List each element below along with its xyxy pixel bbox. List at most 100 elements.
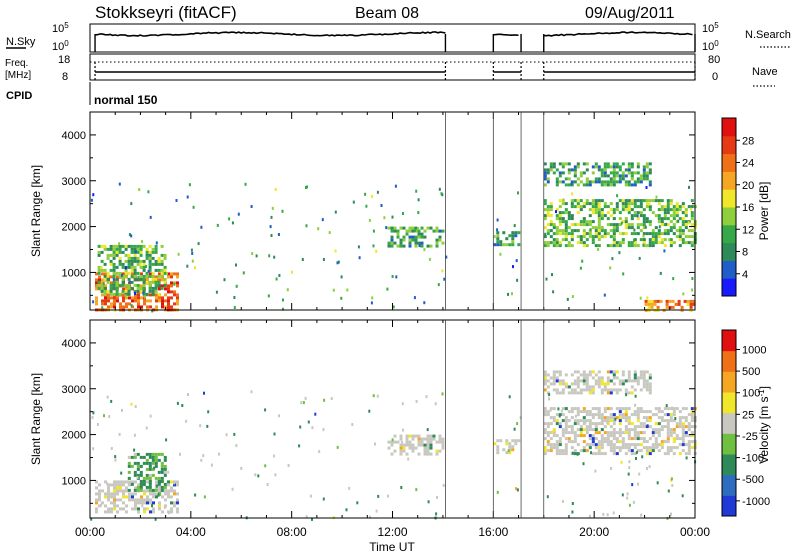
data-cell (634, 403, 637, 407)
data-cell (600, 217, 604, 221)
data-cell (597, 220, 601, 224)
data-cell (600, 211, 604, 215)
data-cell (622, 272, 625, 276)
data-cell (145, 250, 149, 254)
ytick-label-1000: 1000 (62, 475, 86, 487)
data-cell (612, 428, 616, 432)
colorbar-tick-label: 24 (742, 158, 754, 170)
data-cell (663, 249, 666, 253)
data-cell (690, 419, 694, 423)
data-cell (633, 199, 637, 203)
data-cell (558, 205, 562, 209)
data-cell (164, 498, 167, 502)
data-cell (630, 171, 634, 175)
data-cell (546, 244, 550, 248)
data-cell (609, 177, 613, 181)
data-cell (666, 217, 670, 221)
data-cell (106, 289, 110, 293)
data-cell (552, 443, 556, 447)
data-cell (137, 275, 140, 279)
data-cell (588, 202, 592, 206)
data-cell (115, 253, 119, 257)
data-cell (143, 507, 146, 511)
data-cell (170, 272, 173, 276)
data-cell (314, 412, 317, 416)
data-cell (645, 220, 649, 224)
data-cell (116, 489, 119, 493)
data-cell (656, 481, 659, 485)
data-cell (618, 428, 622, 432)
data-cell (426, 244, 430, 248)
data-cell (618, 440, 622, 444)
data-cell (155, 492, 158, 496)
data-cell (651, 199, 655, 203)
data-cell (561, 499, 564, 503)
data-cell (130, 286, 134, 290)
data-cell (139, 259, 143, 263)
data-cell (543, 208, 547, 212)
data-cell (145, 271, 149, 275)
data-cell (163, 283, 167, 287)
data-cell (148, 274, 152, 278)
data-cell (597, 205, 601, 209)
data-cell (115, 247, 119, 251)
data-cell (597, 238, 601, 242)
data-cell (96, 284, 99, 287)
data-cell (612, 452, 616, 456)
data-cell (624, 428, 628, 432)
data-cell (612, 211, 616, 215)
data-cell (660, 440, 664, 444)
data-cell (609, 370, 613, 374)
data-cell (685, 456, 688, 460)
data-cell (609, 446, 613, 450)
data-cell (564, 162, 568, 166)
data-cell (670, 512, 672, 516)
data-cell (630, 452, 634, 456)
data-cell (151, 452, 155, 456)
data-cell (396, 235, 400, 239)
data-cell (612, 241, 616, 245)
data-cell (118, 262, 122, 266)
data-cell (420, 241, 424, 245)
data-cell (633, 211, 637, 215)
data-cell (672, 277, 675, 281)
data-cell (576, 428, 580, 432)
data-cell (609, 407, 613, 411)
data-cell (672, 211, 676, 215)
data-cell (691, 288, 693, 292)
colorbar-swatch (722, 474, 736, 496)
data-cell (121, 280, 125, 284)
data-cell (663, 407, 667, 411)
data-cell (675, 211, 679, 215)
data-cell (148, 479, 152, 483)
data-cell (235, 284, 238, 288)
data-cell (603, 431, 607, 435)
data-cell (157, 256, 161, 260)
data-cell (597, 223, 601, 227)
data-cell (511, 240, 515, 244)
data-cell (591, 385, 595, 389)
data-cell (400, 486, 403, 489)
data-cell (561, 202, 565, 206)
data-cell (133, 274, 137, 278)
data-cell (579, 241, 583, 245)
data-cell (675, 407, 679, 411)
data-cell (340, 275, 343, 279)
power-ylabel: Slant Range [km] (29, 165, 43, 257)
data-cell (618, 410, 622, 414)
data-cell (158, 287, 161, 291)
data-cell (142, 277, 146, 281)
data-cell (391, 438, 394, 442)
data-cell (600, 379, 604, 383)
data-cell (651, 241, 655, 245)
data-cell (136, 286, 140, 290)
data-cell (116, 480, 119, 484)
data-cell (558, 220, 562, 224)
data-cell (396, 440, 400, 444)
data-cell (633, 171, 637, 175)
data-cell (546, 410, 550, 414)
data-cell (496, 439, 500, 443)
data-cell (140, 483, 143, 487)
data-cell (139, 244, 143, 248)
